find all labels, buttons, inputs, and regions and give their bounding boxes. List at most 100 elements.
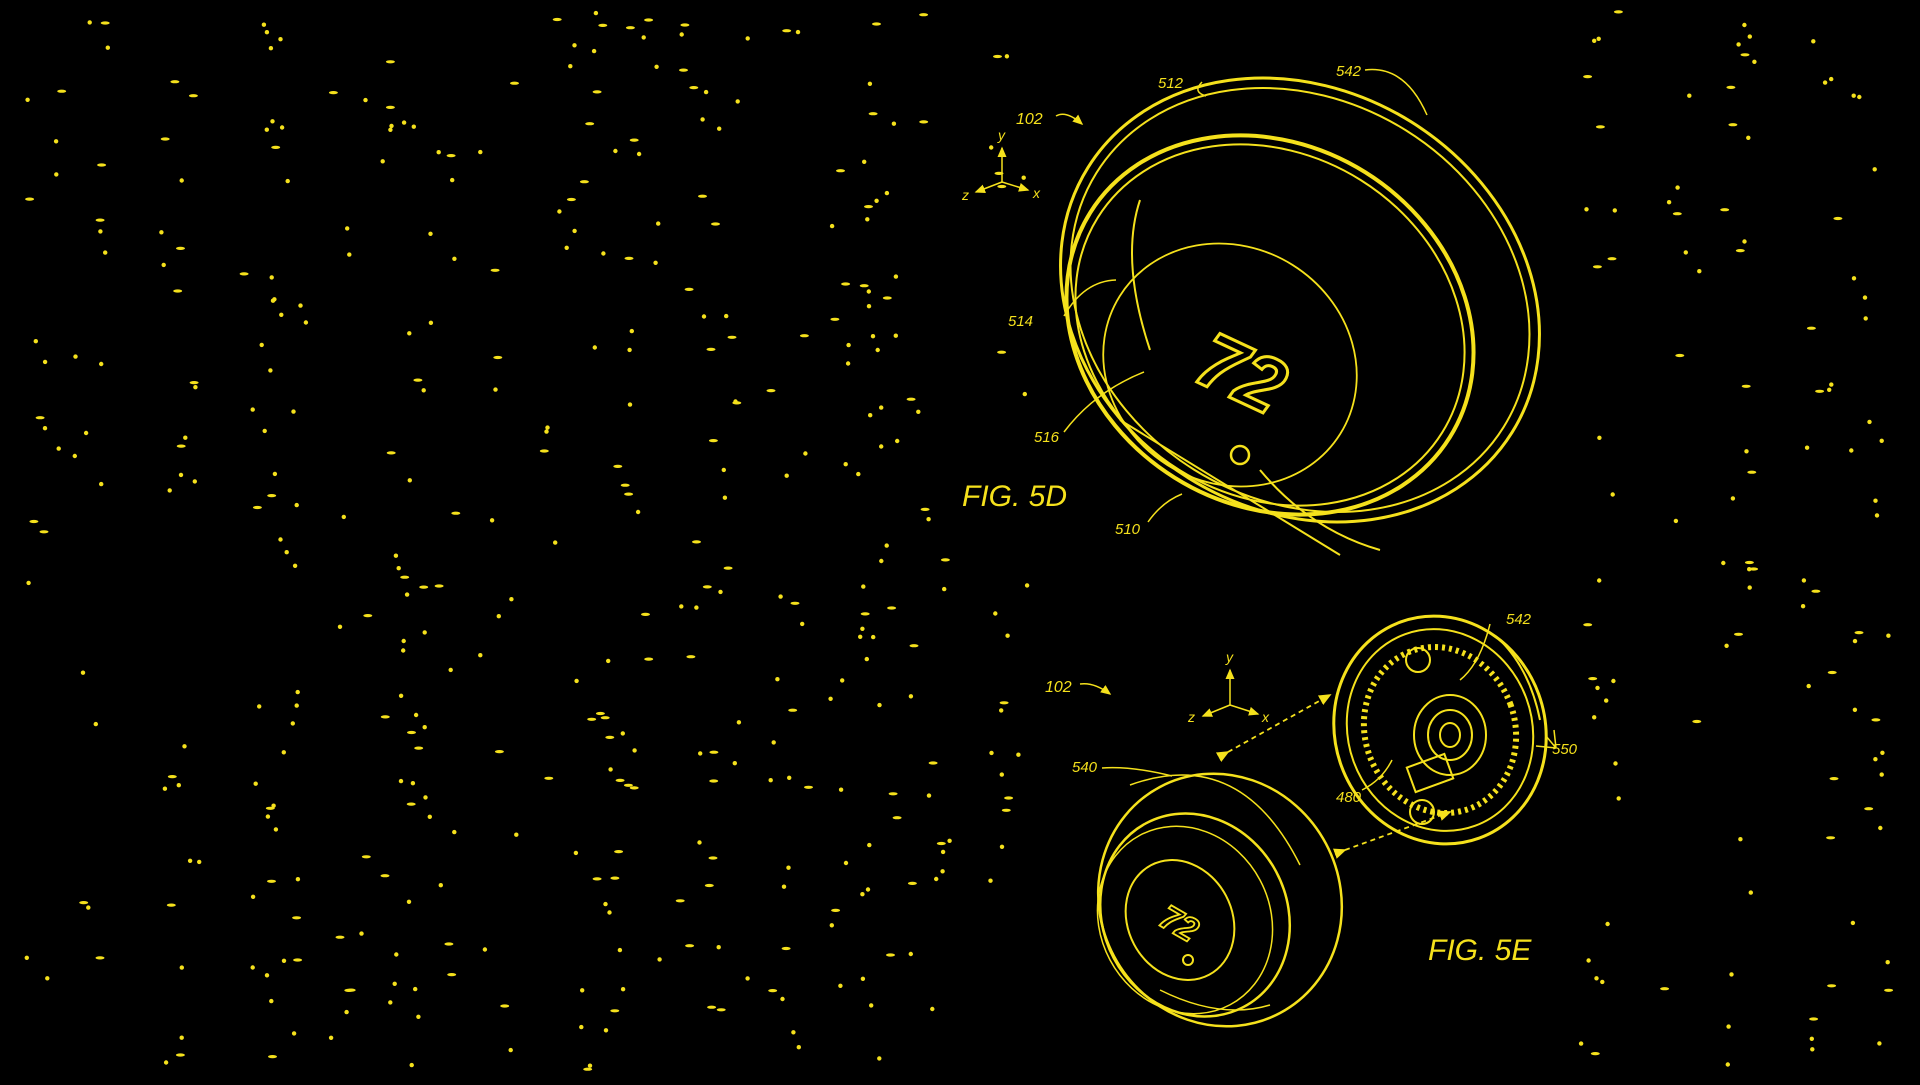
noise-dot xyxy=(871,634,876,640)
axis-triad-5e: y x z xyxy=(1187,649,1270,725)
noise-dot xyxy=(380,159,385,164)
noise-dot xyxy=(1742,239,1747,244)
noise-dot xyxy=(401,638,406,644)
noise-dot xyxy=(279,125,285,130)
noise-dot xyxy=(685,944,695,948)
noise-dot xyxy=(841,282,851,286)
noise-dot xyxy=(1815,389,1825,393)
noise-dot xyxy=(53,139,59,144)
noise-dot xyxy=(930,1006,935,1012)
noise-dot xyxy=(494,750,504,754)
noise-dot xyxy=(893,274,899,279)
noise-dot xyxy=(1001,808,1011,812)
noise-dot xyxy=(1611,678,1616,684)
noise-dot xyxy=(1752,59,1757,64)
noise-dot xyxy=(786,865,791,870)
noise-dot xyxy=(291,409,296,414)
noise-dot xyxy=(635,509,641,515)
noise-dot xyxy=(407,730,416,735)
noise-dot xyxy=(1687,93,1692,98)
noise-dot xyxy=(346,988,356,992)
noise-dot xyxy=(572,43,577,48)
noise-dot xyxy=(566,197,576,202)
label-102-5d: 102 xyxy=(1016,111,1043,128)
noise-dot xyxy=(452,829,457,835)
noise-dot xyxy=(173,289,183,293)
noise-dot xyxy=(54,172,59,177)
noise-dot xyxy=(423,795,428,800)
noise-dot xyxy=(544,429,549,434)
noise-dot xyxy=(623,783,633,787)
noise-dot xyxy=(887,606,897,610)
noise-dot xyxy=(1734,632,1743,636)
noise-dot xyxy=(438,883,443,888)
noise-dot xyxy=(99,361,104,367)
label-510: 510 xyxy=(1115,521,1141,538)
noise-dot xyxy=(791,1030,796,1035)
noise-dot xyxy=(745,976,750,981)
noise-dot xyxy=(1748,890,1754,895)
noise-dot xyxy=(701,314,707,319)
noise-dot xyxy=(564,245,569,250)
noise-dot xyxy=(1021,175,1026,180)
noise-dot xyxy=(448,667,453,673)
noise-dot xyxy=(1827,670,1837,675)
noise-dot xyxy=(867,842,872,848)
noise-dot xyxy=(860,892,865,897)
noise-dot xyxy=(620,731,625,736)
noise-dot xyxy=(888,792,898,796)
noise-dot xyxy=(1741,384,1751,388)
noise-dot xyxy=(877,1056,882,1061)
noise-dot xyxy=(870,334,876,339)
noise-dot xyxy=(328,91,338,95)
noise-dot xyxy=(745,36,750,41)
noise-dot xyxy=(940,558,950,562)
noise-dot xyxy=(799,334,809,338)
noise-dot xyxy=(603,901,608,907)
noise-dot xyxy=(735,99,740,104)
noise-dot xyxy=(1879,438,1884,443)
noise-dot xyxy=(781,946,791,951)
noise-dot xyxy=(295,877,301,882)
noise-dot xyxy=(1672,212,1682,216)
noise-dot xyxy=(262,428,267,434)
noise-dot xyxy=(788,708,798,712)
noise-dot xyxy=(292,916,302,920)
noise-dot xyxy=(25,97,30,103)
noise-dot xyxy=(942,586,947,592)
noise-dot xyxy=(641,35,646,40)
noise-dot xyxy=(278,37,283,42)
noise-dot xyxy=(1852,707,1858,712)
noise-dot xyxy=(895,438,900,444)
noise-dot xyxy=(868,112,878,116)
noise-dot xyxy=(510,81,519,85)
noise-dot xyxy=(392,981,397,986)
noise-dot xyxy=(591,48,597,54)
noise-dot xyxy=(1016,752,1021,757)
noise-dot xyxy=(267,494,277,498)
noise-dot xyxy=(1829,382,1834,387)
noise-dot xyxy=(42,359,48,365)
noise-dot xyxy=(891,121,897,126)
noise-dot xyxy=(790,601,800,605)
noise-dot xyxy=(1872,167,1877,172)
noise-dot xyxy=(624,256,634,260)
noise-dot xyxy=(708,856,718,860)
noise-dot xyxy=(42,426,48,431)
noise-dot xyxy=(451,511,461,515)
noise-dot xyxy=(709,779,719,783)
noise-dot xyxy=(444,942,454,946)
noise-dot xyxy=(197,859,202,865)
noise-dot xyxy=(303,320,309,325)
noise-dot xyxy=(1583,75,1593,79)
noise-dot xyxy=(268,368,273,373)
noise-dot xyxy=(1721,560,1726,566)
noise-dot xyxy=(877,702,882,708)
noise-dot xyxy=(680,23,690,27)
noise-dot xyxy=(1873,757,1878,762)
noise-dot xyxy=(406,899,412,904)
noise-dot xyxy=(782,29,792,33)
noise-dot xyxy=(860,612,870,616)
noise-dot xyxy=(478,653,483,658)
noise-dot xyxy=(1826,836,1836,840)
